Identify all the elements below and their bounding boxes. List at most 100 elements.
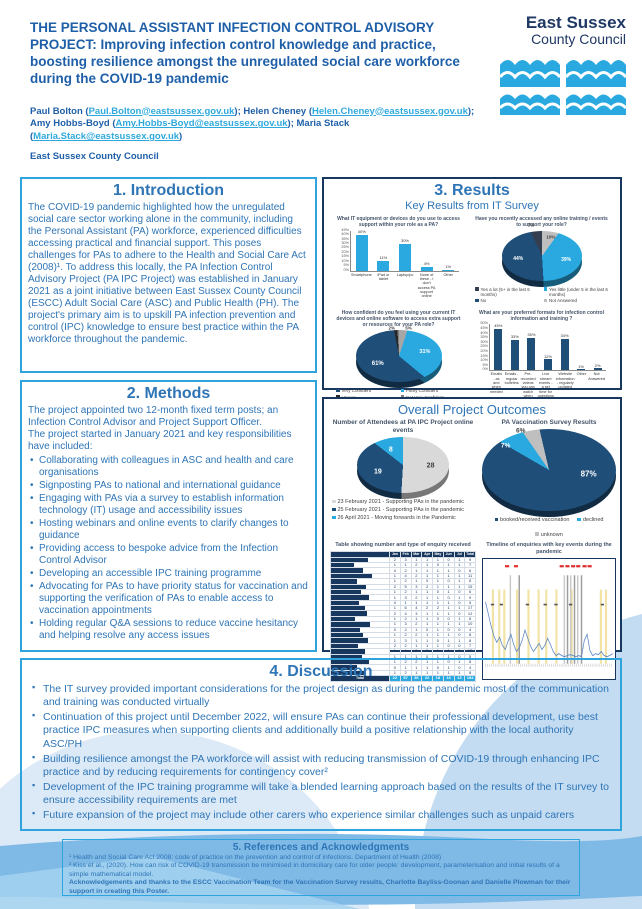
legend-marker [543,287,547,291]
pie-data-label: 8 [388,446,393,454]
section-outcomes: Overall Project Outcomes Number of Atten… [322,397,622,682]
bullet-item: Collaborating with colleagues in ASC and… [30,455,309,479]
legend-item: booked/received vaccination [494,517,569,524]
pie-data-label: 7% [500,442,511,450]
bar: 12% [544,354,552,371]
email-link[interactable]: Amy.Hobbs-Boyd@eastsussex.gov.uk [115,118,288,130]
section-methods: 2. Methods The project appointed two 12-… [20,380,317,652]
row-label-bar [331,655,362,659]
y-tick: 15% [480,353,488,358]
chart-attendees: Number of Attendees at PA IPC Project on… [330,419,476,538]
section-introduction: 1. Introduction The COVID-19 pandemic hi… [20,177,317,373]
reference-2: ² Kiss et al., (2020). How can risk of C… [69,862,560,878]
row-label-bar [331,617,356,621]
x-label: Emails - as and when needed [490,372,503,394]
row-label-bar [331,671,365,675]
bar: 35% [527,332,535,371]
y-tick: 20% [480,348,488,353]
legend-label: 26 April 2021 - Moving forwards in the P… [337,515,456,522]
methods-lead: The project appointed two 12-month fixed… [28,405,292,452]
row-label-bar [331,622,371,627]
y-tick: 20% [341,249,349,254]
pie-data-label: 61% [371,360,384,367]
bar-plot: 0% 5% 10% 15% 20% 25% 30% 35% 40% 45% 40% 11% 30% 4% 1… [341,228,459,272]
y-tick: 50% [480,321,488,326]
bar: 30% [398,238,411,271]
table-row: 1 6 4 2 2 1 1 17 [330,605,476,612]
bar-value-label: 40% [357,229,366,235]
references-title: 5. References and Acknowledgments [232,842,410,853]
table-title: Table showing number and type of enquiry… [335,542,471,549]
legend-marker [332,507,336,512]
row-label-bar [331,574,372,578]
legend-label: Very Confident [341,388,372,394]
pie-data-label: 31% [419,348,431,355]
chart-title: Number of Attendees at PA IPC Project on… [332,419,474,435]
y-tick: 25% [341,245,349,250]
pie-data-label: 39% [561,256,572,263]
page-title: THE PERSONAL ASSISTANT INFECTION CONTROL… [30,20,460,86]
x-label: iPad or tablet [377,272,390,281]
x-axis-labels: Smartphone iPad or tablet Laptop/pc None of… [350,273,459,299]
x-axis-labels: Emails - as and when needed Emails - regu… [489,372,606,407]
legend-item: 25 February 2021 - Supporting PAs in the… [332,507,474,514]
y-tick: 25% [480,344,488,349]
total-cell: 184 [464,675,476,682]
legend-label: declined [582,517,604,524]
bar: 34% [561,333,569,371]
discussion-title: 4. Discussion [269,663,373,680]
authors: Paul Bolton (Paul.Bolton@eastsussex.gov.… [30,106,490,144]
legend-marker [535,532,539,536]
table-row: 1 4 2 1 1 1 1 11 [330,572,476,580]
pie-data-label: 28 [426,462,435,470]
email-link[interactable]: Maria.Stack@eastsussex.gov.uk [33,131,180,143]
introduction-body: The COVID-19 pandemic highlighted how th… [28,202,306,345]
chart-title: Have you recently accessed any online tr… [475,216,608,229]
introduction-title: 1. Introduction [112,182,225,199]
bar-value-label: 11% [379,255,388,261]
legend-marker [336,388,340,393]
section-results: 3. Results Key Results from IT Survey Wh… [322,177,622,407]
y-tick: 10% [341,258,349,263]
section-references: 5. References and Acknowledgments ¹ Heal… [62,839,580,896]
outcomes-title: Overall Project Outcomes [397,402,547,417]
row-label-bar [331,585,366,589]
discussion-bullet-list: The IT survey provided important conside… [22,682,620,822]
bar-value-label: 12% [543,353,552,359]
email-link[interactable]: Paul.Bolton@eastsussex.gov.uk [88,105,235,117]
y-tick: 0% [343,267,350,272]
legend-marker [543,298,547,303]
row-label-bar [331,606,365,610]
bullet-item: Development of the IPC training programm… [32,780,610,807]
legend-item: Very Confident [336,388,397,393]
author-text: ); Amy Hobbs-Boyd ( [30,105,475,130]
methods-bullet-list: Collaborating with colleagues in ASC and… [22,455,315,642]
bar-value-label: 2% [594,362,601,368]
outcomes-grid: Number of Attendees at PA IPC Project on… [324,417,620,684]
legend-label: 23 February 2021 - Supporting PAs in the… [337,499,464,506]
pie-data-label: 87% [580,469,597,479]
y-tick: 45% [480,325,488,330]
legend-marker [400,388,404,393]
bullet-item: Building resilience amongst the PA workf… [32,752,610,779]
results-charts-grid: What IT equipment or devices do you use … [324,214,620,409]
email-link[interactable]: Helen.Cheney@eastsussex.gov.uk [312,105,468,117]
bar: 40% [355,229,368,271]
legend-marker [332,499,336,504]
row-label-bar [331,558,369,562]
pie-face [501,230,582,281]
logo-waves-icon [498,60,628,116]
table-row: 1 3 2 1 1 1 1 10 [330,621,476,628]
bar-value-label: 4% [423,261,430,267]
legend-item: Not Answered [543,298,609,303]
pie-data-label: 44% [513,256,524,263]
logo-line2: County Council [531,30,626,47]
legend-marker [475,287,479,291]
x-label: Other [576,372,587,377]
bar-plot: 0% 5% 10% 15% 20% 25% 30% 35% 40% 45% 50% 45% 33% 35%… [480,321,606,372]
legend-marker [494,517,499,522]
x-label: Website information - regularly updated [555,372,575,390]
bar: 33% [511,334,519,371]
row-label-bar [331,633,364,637]
